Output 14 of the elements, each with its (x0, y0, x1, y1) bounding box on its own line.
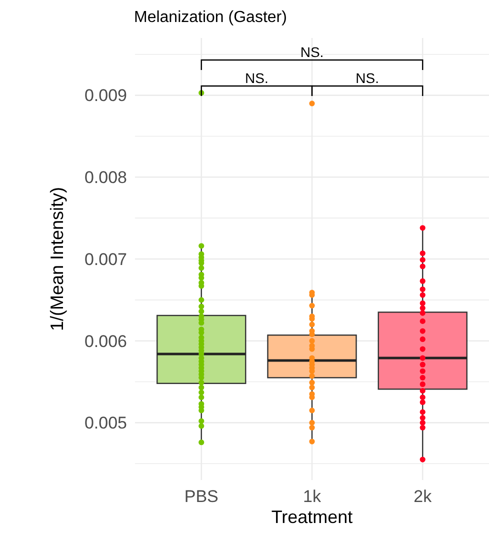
x-axis-title: Treatment (271, 507, 353, 527)
annotation: NS. (300, 44, 324, 60)
y-tick-label: 0.006 (84, 332, 127, 351)
y-axis-title: 1/(Mean Intensity) (47, 186, 67, 332)
annotation: NS. (356, 70, 379, 86)
x-tick-label: 2k (414, 487, 432, 506)
y-tick-label: 0.009 (84, 86, 127, 106)
chart-title: Melanization (Gaster) (134, 9, 287, 26)
x-tick-label: PBS (184, 487, 218, 506)
y-tick-label: 0.005 (84, 414, 127, 433)
y-tick-label: 0.007 (84, 250, 127, 269)
y-tick-label: 0.008 (84, 168, 127, 188)
annotation: NS. (245, 70, 268, 86)
x-tick-label: 1k (303, 487, 322, 506)
